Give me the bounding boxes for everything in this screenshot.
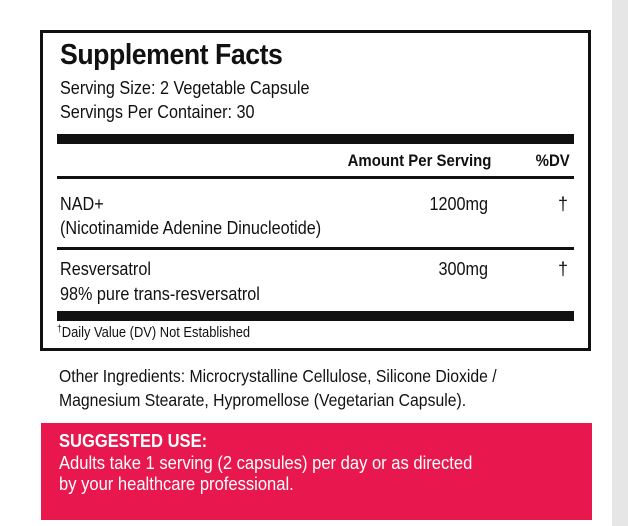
ingredient-amount: 300mg xyxy=(438,259,488,279)
ingredient-description: (Nicotinamide Adenine Dinucleotide) xyxy=(60,218,322,238)
other-ingredients-line: Other Ingredients: Microcrystalline Cell… xyxy=(59,366,497,386)
ingredient-dv: † xyxy=(557,194,568,214)
thick-divider-bottom xyxy=(57,311,574,321)
footnote-text: Daily Value (DV) Not Established xyxy=(61,324,251,341)
ingredient-name: Resversatrol xyxy=(60,259,151,279)
ingredient-amount: 1200mg xyxy=(429,194,488,214)
header-divider xyxy=(57,176,574,179)
serving-size: Serving Size: 2 Vegetable Capsule xyxy=(60,78,310,98)
suggested-use-line: Adults take 1 serving (2 capsules) per d… xyxy=(59,453,473,473)
header-amount-per-serving: Amount Per Serving xyxy=(347,151,491,170)
header-dv: %DV xyxy=(535,151,570,170)
row-divider xyxy=(57,247,574,250)
suggested-use-line: by your healthcare professional. xyxy=(59,474,294,494)
thick-divider xyxy=(57,134,574,144)
footnote: †Daily Value (DV) Not Established xyxy=(57,324,250,341)
suggested-use-text: Adults take 1 serving (2 capsules) per d… xyxy=(59,453,593,495)
footnote-mark: † xyxy=(57,324,62,335)
panel-title: Supplement Facts xyxy=(60,39,283,71)
ingredient-name: NAD+ xyxy=(60,194,104,214)
servings-per-container: Servings Per Container: 30 xyxy=(60,102,255,122)
suggested-use-title: SUGGESTED USE: xyxy=(59,431,208,451)
suggested-use-box: SUGGESTED USE: Adults take 1 serving (2 … xyxy=(41,423,592,520)
supplement-facts-panel: Supplement Facts Serving Size: 2 Vegetab… xyxy=(40,30,591,351)
other-ingredients-line: Magnesium Stearate, Hypromellose (Vegeta… xyxy=(59,390,467,410)
right-edge-strip xyxy=(612,0,628,526)
ingredient-dv: † xyxy=(557,259,568,279)
other-ingredients: Other Ingredients: Microcrystalline Cell… xyxy=(59,364,563,412)
ingredient-description: 98% pure trans-resversatrol xyxy=(60,284,260,304)
